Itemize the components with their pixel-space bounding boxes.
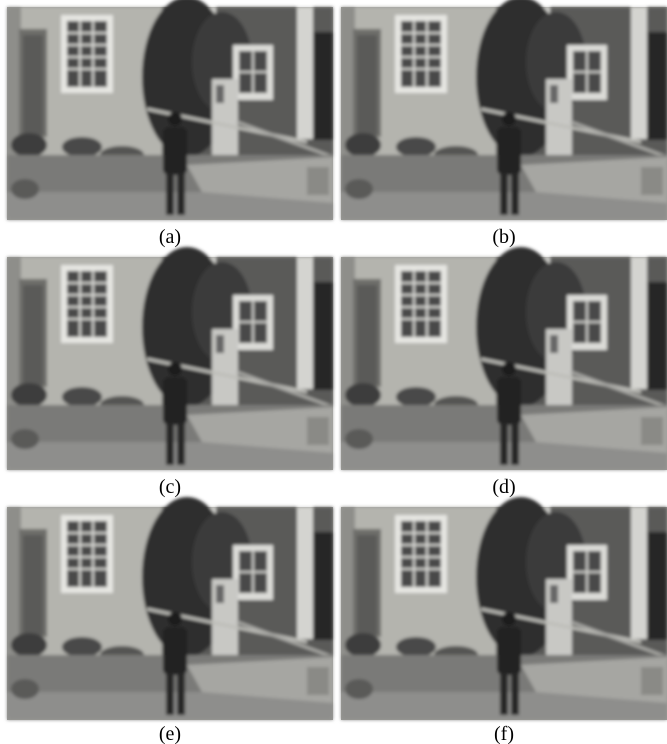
image-panel [7,497,333,720]
page: (a) (b) (c) (d) (e) (f) (() => { const d… [0,0,667,744]
figure: (a) (b) (c) (d) (e) (f) [0,0,667,744]
image-panel [341,0,667,220]
image-panel [341,247,667,470]
image-panel [7,247,333,470]
caption: (b) [492,226,515,248]
image-panel [341,497,667,720]
caption: (e) [159,723,181,744]
caption: (d) [492,476,515,498]
image-panel [7,0,333,220]
caption: (a) [159,226,181,248]
caption: (c) [159,476,181,498]
caption: (f) [494,723,514,744]
